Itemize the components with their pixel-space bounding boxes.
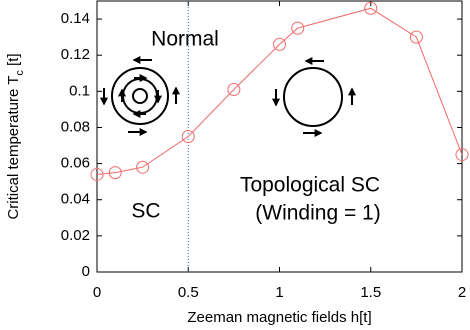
series-line [96,7,463,175]
y-tick-label: 0.1 [69,82,90,99]
y-axis-title: Critical temperature Tc [t] [5,53,26,219]
y-tick-label: 0.04 [61,191,90,208]
y-tick-label: 0.06 [61,155,90,172]
y-axis-title-part: Critical temperature T [5,76,22,220]
data-point [108,166,122,180]
data-point [90,167,104,181]
data-point [455,148,469,162]
data-point [227,83,241,97]
x-tick-label: 2 [458,284,466,301]
phase-label: (Winding = 1) [255,202,380,225]
y-tick-label: 0.08 [61,118,90,135]
data-point [181,130,195,143]
y-tick-label: 0 [82,263,90,280]
y-axis-title-part: c [14,70,26,76]
data-point [136,160,150,174]
x-axis-title: Zeeman magnetic fields h[t] [187,309,371,326]
x-tick-label: 0 [93,284,101,301]
y-tick-label: 0.14 [61,10,90,27]
y-tick-label: 0.02 [61,227,90,244]
phase-label: SC [131,200,160,223]
data-point [409,30,423,44]
x-tick-label: 0.5 [178,284,199,301]
data-point [273,37,286,51]
data-point [291,21,305,35]
vortex-icon-topological [272,57,356,137]
phase-label: Topological SC [240,174,380,197]
x-tick-label: 1.5 [360,284,381,301]
vortex-icon-normal [100,56,180,136]
y-tick-label: 0.12 [61,46,90,63]
x-tick-label: 1 [275,284,283,301]
phase-label: Normal [151,28,219,51]
data-point [364,1,378,15]
y-axis-title-part: [t] [5,53,22,70]
